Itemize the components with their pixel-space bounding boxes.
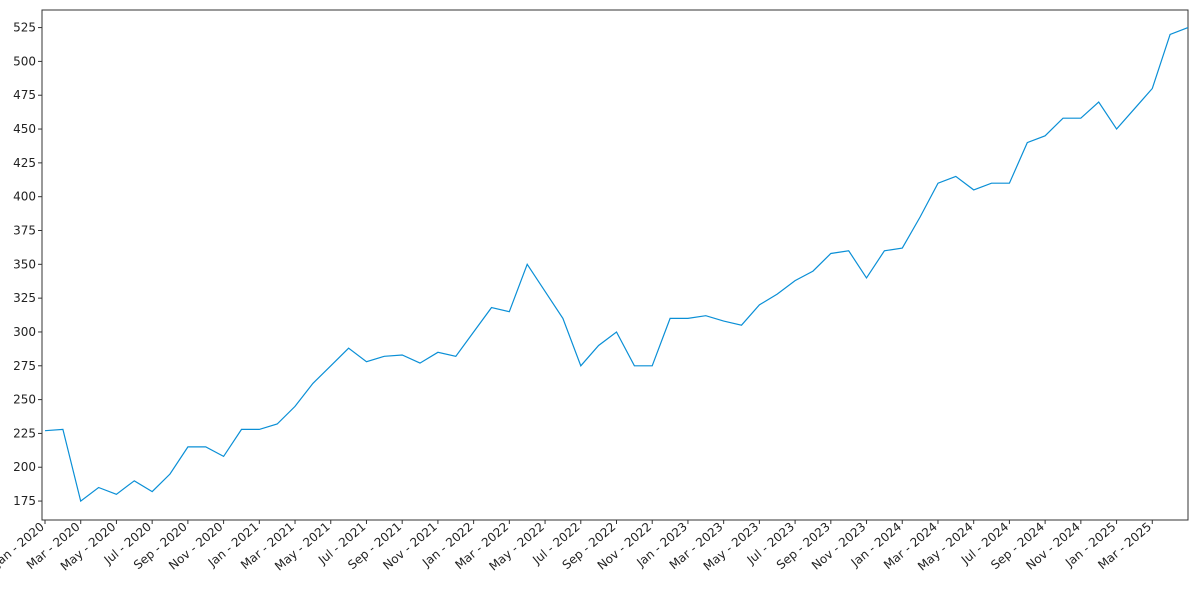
y-tick-label: 200 bbox=[13, 460, 36, 474]
y-tick-label: 450 bbox=[13, 122, 36, 136]
y-tick-label: 350 bbox=[13, 257, 36, 271]
plot-frame bbox=[41, 9, 1189, 521]
y-tick-label: 475 bbox=[13, 88, 36, 102]
y-tick-label: 275 bbox=[13, 359, 36, 373]
y-tick-label: 400 bbox=[13, 190, 36, 204]
y-tick-label: 525 bbox=[13, 21, 36, 35]
y-tick-label: 325 bbox=[13, 291, 36, 305]
y-tick-label: 300 bbox=[13, 325, 36, 339]
y-tick-label: 225 bbox=[13, 426, 36, 440]
y-tick-label: 500 bbox=[13, 54, 36, 68]
y-tick-label: 250 bbox=[13, 393, 36, 407]
y-tick-label: 425 bbox=[13, 156, 36, 170]
y-tick-label: 375 bbox=[13, 224, 36, 238]
y-tick-label: 175 bbox=[13, 494, 36, 508]
price-line bbox=[44, 27, 1189, 503]
